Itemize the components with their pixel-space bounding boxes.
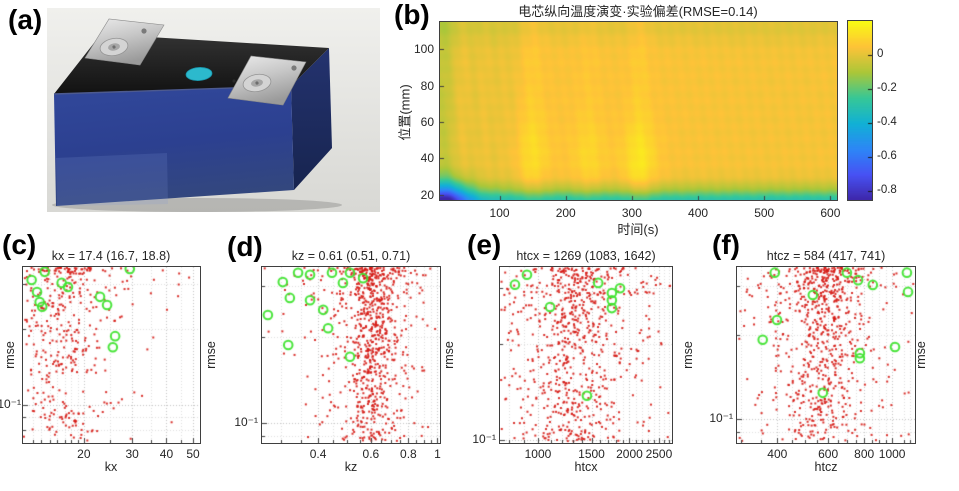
xlabel-htcz: htcz — [814, 460, 838, 474]
x-tick-label-d: 0.8 — [400, 447, 417, 461]
x-tick-label-e: 1500 — [578, 447, 605, 461]
scatter-plot-htcz — [736, 266, 916, 444]
heatmap-x-tick-label: 600 — [820, 206, 841, 220]
battery-shadow — [52, 198, 342, 212]
panel-label-b: (b) — [394, 0, 430, 30]
heatmap-ylabel: 位置(mm) — [397, 84, 413, 141]
ylabel-rmse-c: rmse — [3, 341, 17, 369]
plot-title-htcx: htcx = 1269 (1083, 1642) — [516, 249, 656, 263]
ylabel-rmse-d: rmse — [204, 341, 218, 369]
heatmap-x-tick-label: 300 — [621, 206, 642, 220]
heatmap-y-tick-label: 40 — [420, 151, 434, 166]
colorbar-tick-label: -0.8 — [877, 184, 897, 197]
panel-label-c: (c) — [2, 229, 37, 260]
y-tick-label-c: 10⁻¹ — [0, 397, 21, 411]
heatmap-y-tick-label: 100 — [413, 42, 434, 57]
y-tick-label-d: 10⁻¹ — [234, 415, 258, 429]
panel-label-d: (d) — [227, 231, 263, 262]
battery-photo — [47, 8, 380, 212]
left-tab-hole — [141, 28, 147, 34]
battery-right-face — [291, 48, 332, 190]
colorbar-tick-label: -0.6 — [877, 150, 897, 163]
x-tick-label-f: 1000 — [878, 447, 906, 461]
plot-title-kz: kz = 0.61 (0.51, 0.71) — [291, 249, 411, 263]
panel-label-e: (e) — [467, 229, 502, 260]
panel-label-f: (f) — [712, 229, 740, 260]
x-tick-label-f: 600 — [818, 447, 839, 461]
heatmap-title: 电芯纵向温度演变·实验偏差(RMSE=0.14) — [518, 4, 758, 19]
colorbar-tick-label: -0.4 — [877, 116, 897, 129]
xlabel-htcx: htcx — [574, 460, 598, 474]
x-tick-label-f: 800 — [854, 447, 875, 461]
x-tick-label-e: 2500 — [645, 447, 673, 461]
scatter-plot-kx — [22, 266, 201, 444]
y-tick-label-e: 10⁻¹ — [472, 432, 496, 446]
top-face-dot — [232, 79, 236, 83]
heatmap-y-tick-label: 80 — [420, 78, 434, 93]
heatmap-x-tick-label: 400 — [688, 206, 709, 220]
colorbar-tick-label: 0 — [877, 48, 884, 61]
left-terminal-boss — [99, 37, 129, 57]
colorbar-tick-label: -0.2 — [877, 82, 897, 95]
heatmap-y-tick-label: 20 — [420, 187, 434, 202]
heatmap-image — [439, 21, 838, 201]
right-tab-hole — [291, 65, 297, 71]
heatmap-x-tick-label: 200 — [555, 206, 576, 220]
plot-title-kx: kx = 17.4 (16.7, 18.8) — [51, 249, 171, 263]
x-tick-label-d: 0.4 — [309, 447, 327, 461]
y-tick-label-f: 10⁻¹ — [709, 411, 733, 425]
battery-front-sheen — [56, 153, 168, 206]
x-tick-label-d: 0.6 — [362, 447, 380, 461]
x-tick-label-e: 1000 — [524, 447, 552, 461]
scatter-plot-htcx — [499, 266, 673, 444]
panel-label-a: (a) — [8, 4, 43, 35]
ylabel-rmse-e: rmse — [442, 341, 456, 369]
heatmap-x-tick-label: 500 — [754, 206, 775, 220]
x-tick-label-c: 40 — [159, 447, 174, 461]
x-tick-label-f: 400 — [767, 447, 788, 461]
colorbar — [847, 20, 873, 201]
x-tick-label-c: 50 — [186, 447, 200, 461]
battery-front-face — [54, 86, 294, 206]
x-tick-label-c: 20 — [77, 447, 91, 461]
xlabel-kz: kz — [344, 460, 358, 474]
ylabel-rmse-f: rmse — [681, 341, 695, 369]
scatter-plot-kz — [261, 266, 441, 444]
xlabel-kx: kx — [104, 460, 118, 474]
x-tick-label-d: 1 — [434, 447, 441, 461]
heatmap-x-tick-label: 100 — [489, 206, 510, 220]
x-tick-label-c: 30 — [125, 447, 139, 461]
ylabel-rmse-right: rmse — [914, 341, 928, 369]
right-terminal-boss — [242, 73, 272, 93]
heatmap-xlabel: 时间(s) — [617, 222, 659, 237]
plot-title-htcz: htcz = 584 (417, 741) — [766, 249, 886, 263]
x-tick-label-e: 2000 — [616, 447, 643, 461]
vent-sticker — [185, 67, 213, 81]
heatmap-y-tick-label: 60 — [420, 114, 434, 129]
